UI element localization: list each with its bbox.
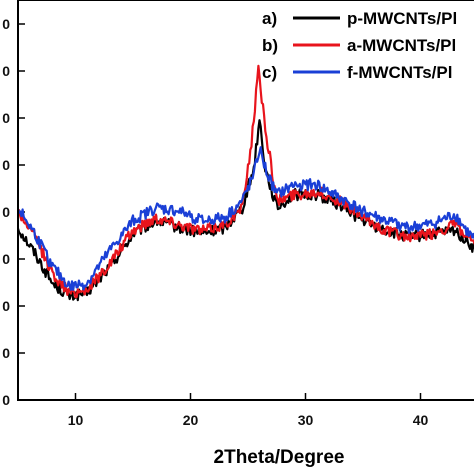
y-tick-label: 0 bbox=[2, 392, 10, 408]
x-tick-label: 20 bbox=[183, 412, 199, 428]
plot-frame bbox=[17, 0, 474, 401]
legend-letter: b) bbox=[262, 36, 278, 55]
y-tick-label: 0 bbox=[2, 345, 10, 361]
y-tick-label: 0 bbox=[2, 251, 10, 267]
legend-entry-label: p-MWCNTs/Pl bbox=[347, 9, 457, 28]
y-tick-label: 0 bbox=[2, 204, 10, 220]
y-tick-labels: 0 0 0 0 0 0 0 0 0 bbox=[2, 16, 10, 408]
x-axis-title: 2Theta/Degree bbox=[214, 447, 345, 468]
y-tick-label: 0 bbox=[2, 16, 10, 32]
x-tick-label: 30 bbox=[298, 412, 314, 428]
legend-entry-label: a-MWCNTs/Pl bbox=[347, 36, 456, 55]
series-line-a bbox=[17, 64, 474, 299]
legend-entry-label: f-MWCNTs/Pl bbox=[347, 63, 452, 82]
legend: a) p-MWCNTs/Pl b) a-MWCNTs/Pl c) f-MWCNTs/Pl bbox=[262, 9, 457, 82]
y-tick-label: 0 bbox=[2, 298, 10, 314]
legend-letter: a) bbox=[262, 9, 277, 28]
y-tick-label: 0 bbox=[2, 63, 10, 79]
series-group bbox=[16, 64, 474, 302]
y-tick-label: 0 bbox=[2, 110, 10, 126]
x-tick-label: 40 bbox=[413, 412, 429, 428]
x-tick-labels: 10 20 30 40 bbox=[68, 412, 429, 428]
legend-letter: c) bbox=[262, 63, 277, 82]
series-line-f bbox=[16, 146, 474, 291]
y-tick-label: 0 bbox=[2, 157, 10, 173]
series-line-p bbox=[16, 119, 474, 302]
x-tick-label: 10 bbox=[68, 412, 84, 428]
